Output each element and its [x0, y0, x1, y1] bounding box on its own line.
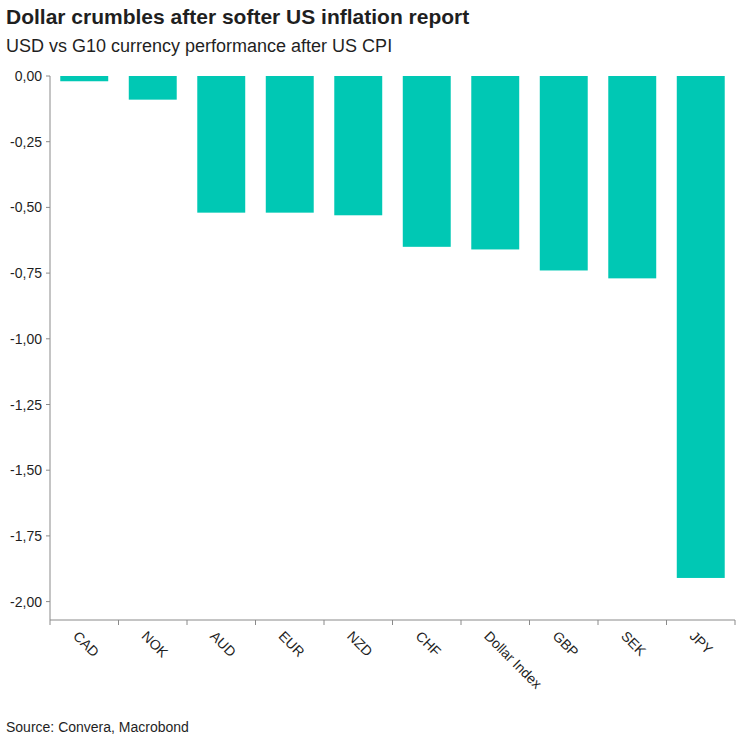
x-tick-label: NOK [139, 628, 172, 661]
bar [471, 76, 519, 249]
x-tick-label: EUR [276, 628, 308, 660]
y-tick [46, 207, 50, 208]
bar [197, 76, 245, 213]
bars [60, 76, 724, 578]
x-tick-label: Dollar Index [481, 628, 545, 692]
y-tick [46, 141, 50, 142]
x-tick [50, 620, 51, 625]
x-tick [529, 620, 530, 625]
bar [677, 76, 725, 578]
y-tick [46, 470, 50, 471]
x-tick [598, 620, 599, 625]
y-tick [46, 338, 50, 339]
x-tick [118, 620, 119, 625]
y-tick-label: -1,75 [10, 528, 42, 544]
y-tick [46, 273, 50, 274]
x-tick-label: CAD [70, 628, 102, 660]
x-tick [666, 620, 667, 625]
y-tick-label: -1,00 [10, 331, 42, 347]
y-tick-label: -1,50 [10, 462, 42, 478]
source: Source: Convera, Macrobond [6, 719, 189, 735]
y-tick-label: 0,00 [15, 68, 42, 84]
x-tick [461, 620, 462, 625]
x-tick-label: GBP [550, 628, 582, 660]
x-tick-label: AUD [207, 628, 239, 660]
y-tick-label: -0,50 [10, 199, 42, 215]
x-tick [735, 620, 736, 625]
x-tick [324, 620, 325, 625]
bar [60, 76, 108, 81]
title: Dollar crumbles after softer US inflatio… [6, 5, 469, 28]
y-tick-label: -0,25 [10, 134, 42, 150]
x-tick-label: SEK [618, 628, 650, 660]
y-tick-label: -0,75 [10, 265, 42, 281]
chart: Dollar crumbles after softer US inflatio… [0, 0, 748, 739]
y-tick [46, 535, 50, 536]
bar [540, 76, 588, 270]
y-axis-line [50, 76, 51, 620]
bar [403, 76, 451, 247]
bar [608, 76, 656, 278]
y-tick [46, 76, 50, 77]
y-tick [46, 601, 50, 602]
x-tick-label: JPY [687, 628, 717, 658]
bar [334, 76, 382, 215]
bar [266, 76, 314, 213]
y-tick [46, 404, 50, 405]
x-tick-label: CHF [413, 628, 445, 660]
x-tick [392, 620, 393, 625]
y-tick-label: -1,25 [10, 397, 42, 413]
x-tick [255, 620, 256, 625]
x-tick-label: NZD [344, 628, 376, 660]
bar [129, 76, 177, 100]
subtitle: USD vs G10 currency performance after US… [6, 36, 392, 56]
y-tick-label: -2,00 [10, 594, 42, 610]
x-tick [187, 620, 188, 625]
